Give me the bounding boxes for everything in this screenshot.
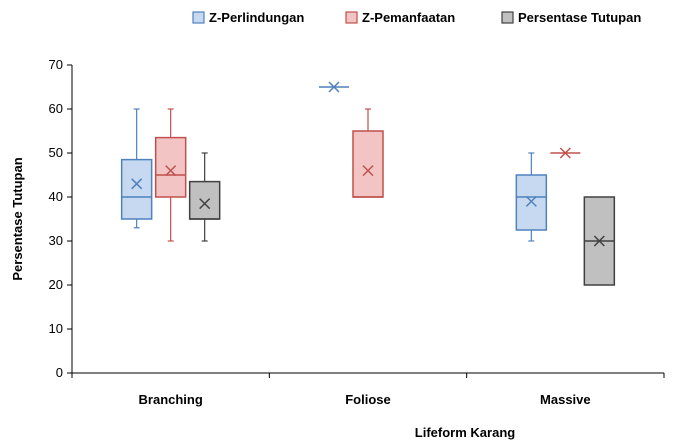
mean-marker xyxy=(362,165,374,177)
box-z-perlindungan-massive xyxy=(515,152,548,242)
box-z-pemanfaatan-foliose xyxy=(352,108,384,198)
box-body xyxy=(352,130,384,198)
y-tick-label: 10 xyxy=(49,321,63,336)
legend-label: Persentase Tutupan xyxy=(518,10,641,25)
y-tick-label: 20 xyxy=(49,277,63,292)
y-tick-label: 0 xyxy=(56,365,63,380)
y-tick-label: 60 xyxy=(49,101,63,116)
y-axis: 0 10 20 30 40 50 60 70 xyxy=(49,57,73,380)
box-z-perlindungan-foliose xyxy=(319,81,349,93)
box-z-pemanfaatan-branching xyxy=(154,108,187,242)
y-tick-label: 70 xyxy=(49,57,63,72)
mean-marker xyxy=(165,165,177,177)
y-tick-label: 30 xyxy=(49,233,63,248)
x-axis: Branching Foliose Massive xyxy=(71,372,665,407)
mean-marker xyxy=(593,235,605,247)
legend-swatch xyxy=(501,11,514,24)
mean-marker xyxy=(199,198,211,210)
legend-item: Z-Perlindungan xyxy=(192,10,304,25)
box-persentase-tutupan-massive xyxy=(583,196,616,286)
box-body xyxy=(515,174,548,231)
plot-area xyxy=(120,81,616,286)
legend-item: Z-Pemanfaatan xyxy=(345,10,455,25)
x-axis-title: Lifeform Karang xyxy=(415,425,515,440)
box-persentase-tutupan-branching xyxy=(188,152,221,242)
legend-label: Z-Pemanfaatan xyxy=(362,10,455,25)
mean-marker xyxy=(328,81,340,93)
x-tick-label: Massive xyxy=(540,392,591,407)
mean-marker xyxy=(131,178,143,190)
x-tick-label: Foliose xyxy=(345,392,391,407)
box-body xyxy=(188,180,221,220)
legend-item: Persentase Tutupan xyxy=(501,10,641,25)
y-axis-title: Persentase Tutupan xyxy=(10,157,25,280)
legend-swatch xyxy=(192,11,205,24)
legend: Z-Perlindungan Z-Pemanfaatan Persentase Tu… xyxy=(192,10,641,25)
legend-label: Z-Perlindungan xyxy=(209,10,304,25)
legend-swatch xyxy=(345,11,358,24)
mean-marker xyxy=(525,195,537,207)
x-tick-label: Branching xyxy=(139,392,203,407)
box-body xyxy=(154,136,187,198)
y-tick-label: 40 xyxy=(49,189,63,204)
box-z-pemanfaatan-massive xyxy=(550,147,581,159)
mean-marker xyxy=(559,147,571,159)
box-body xyxy=(120,158,153,220)
y-tick-label: 50 xyxy=(49,145,63,160)
box-z-perlindungan-branching xyxy=(120,108,153,229)
